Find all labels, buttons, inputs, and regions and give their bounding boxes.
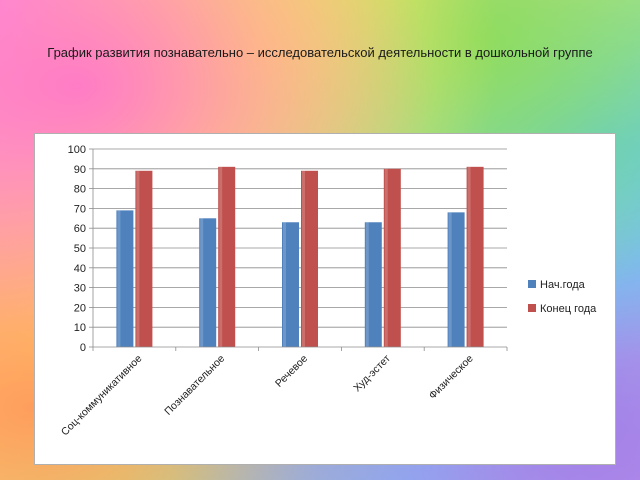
- y-tick-label: 0: [80, 342, 86, 354]
- y-tick-label: 10: [74, 322, 86, 334]
- bar-end-2: [218, 166, 236, 347]
- bar-highlight: [200, 218, 204, 347]
- bar-end-1: [135, 170, 153, 347]
- x-category-labels: Соц-коммуникативное Познавательное Речевое…: [59, 353, 476, 439]
- x-category-label: Соц-коммуникативное: [59, 353, 145, 439]
- bar-start-5: [447, 212, 465, 347]
- y-tick-label: 30: [74, 283, 86, 295]
- slide-title: График развития познавательно – исследов…: [47, 45, 593, 60]
- bar-end-4: [383, 168, 401, 347]
- bars: [116, 166, 484, 347]
- bar-start-4: [364, 222, 382, 347]
- bar-chart: 0 10 20 30 40 50 60 70 80 90 100 Соц-коммуникативн…: [59, 144, 597, 439]
- y-tick-label: 90: [74, 164, 86, 176]
- axes: [89, 148, 508, 351]
- x-category-label: Речевое: [273, 353, 310, 390]
- bar-highlight: [467, 166, 471, 347]
- x-category-label: Физическое: [427, 353, 476, 402]
- bar-highlight: [219, 166, 223, 347]
- bar-highlight: [448, 212, 452, 347]
- bar-start-1: [116, 210, 134, 347]
- legend: Нач.года Конец года: [528, 279, 597, 315]
- y-tick-label: 70: [74, 203, 86, 215]
- y-tick-label: 80: [74, 184, 86, 196]
- x-category-label: Худ-эстет: [351, 353, 393, 395]
- bar-highlight: [365, 222, 369, 347]
- bar-highlight: [283, 222, 286, 347]
- bar-highlight: [384, 168, 388, 347]
- chart-frame: 0 10 20 30 40 50 60 70 80 90 100 Соц-коммуникативн…: [34, 133, 616, 465]
- bar-highlight: [117, 210, 121, 347]
- bar-end-3: [301, 170, 318, 347]
- bar-start-3: [282, 222, 299, 347]
- bar-highlight: [302, 170, 305, 347]
- bar-end-5: [466, 166, 484, 347]
- x-category-label: Познавательное: [162, 353, 227, 418]
- y-tick-label: 50: [74, 243, 86, 255]
- legend-label: Нач.года: [540, 279, 586, 291]
- y-tick-label: 40: [74, 263, 86, 275]
- bar-start-2: [199, 218, 217, 347]
- y-tick-label: 100: [68, 144, 86, 156]
- legend-swatch: [528, 304, 536, 312]
- y-tick-label: 20: [74, 302, 86, 314]
- legend-label: Конец года: [540, 303, 597, 315]
- legend-swatch: [528, 280, 536, 288]
- y-tick-labels: 0 10 20 30 40 50 60 70 80 90 100: [68, 144, 86, 354]
- y-tick-label: 60: [74, 223, 86, 235]
- bar-highlight: [136, 170, 140, 347]
- gridlines: [93, 148, 507, 328]
